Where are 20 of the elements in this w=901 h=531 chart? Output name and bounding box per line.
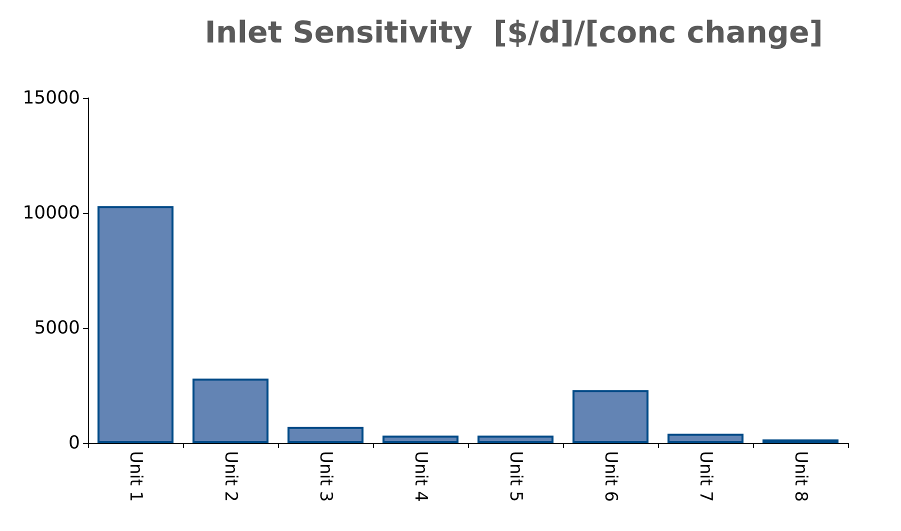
bar [478,436,554,443]
bar [382,436,458,443]
x-tick-label: Unit 5 [506,451,526,502]
y-tick-label: 0 [68,432,80,454]
x-tick-label: Unit 1 [126,451,146,502]
x-tick-label: Unit 6 [600,451,620,502]
bar [572,390,648,443]
bar [98,206,174,443]
x-tick-label: Unit 8 [790,451,810,502]
bar [288,426,364,443]
x-tick-label: Unit 2 [220,451,240,502]
chart-title: Inlet Sensitivity [$/d]/[conc change] [204,16,823,50]
bar [192,378,268,443]
x-tick-label: Unit 4 [410,451,430,502]
bar [668,434,744,443]
y-tick-label: 10000 [22,202,80,224]
x-tick-label: Unit 3 [316,451,336,502]
y-tick-label: 15000 [22,88,80,108]
x-tick-label: Unit 7 [696,451,716,502]
y-tick-label: 5000 [34,318,80,338]
